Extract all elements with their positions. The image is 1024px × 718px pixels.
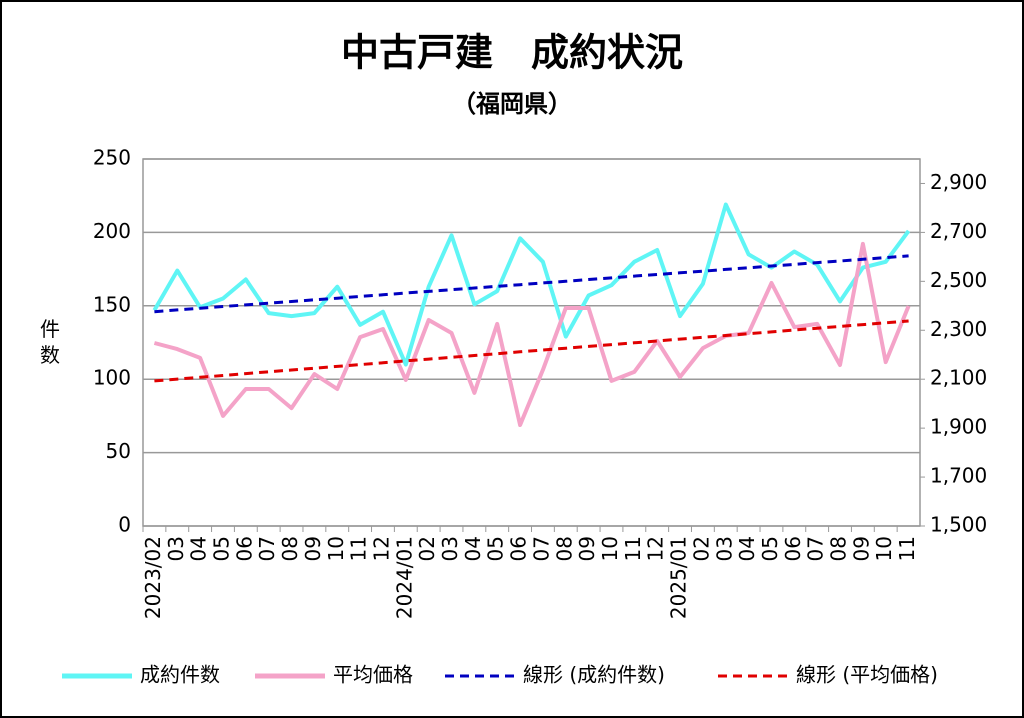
y2-tick-label: 2,900	[930, 170, 987, 194]
x-tick-label: 09	[575, 536, 599, 561]
x-tick: 11	[895, 536, 919, 561]
x-tick: 10	[324, 536, 348, 561]
y2-tick-label: 2,300	[930, 317, 987, 341]
x-tick-label: 08	[552, 536, 576, 561]
legend-label: 平均価格	[333, 663, 413, 687]
x-tick: 04	[461, 536, 485, 561]
x-tick-label: 04	[735, 536, 759, 561]
x-tick: 07	[255, 536, 279, 561]
y-tick-label: 50	[106, 439, 131, 463]
x-tick: 06	[507, 536, 531, 561]
x-tick: 03	[438, 536, 462, 561]
x-tick: 08	[278, 536, 302, 561]
chart-title: 中古戸建 成約状況	[341, 31, 683, 75]
x-tick-label: 04	[187, 536, 211, 561]
x-tick-label: 10	[872, 536, 896, 561]
x-tick-label: 2025/01	[667, 536, 691, 619]
x-tick: 09	[575, 536, 599, 561]
x-tick-label: 03	[712, 536, 736, 561]
x-tick-label: 06	[507, 536, 531, 561]
x-tick-label: 11	[895, 536, 919, 561]
x-tick-label: 05	[484, 536, 508, 561]
x-tick-label: 11	[621, 536, 645, 561]
x-tick-label: 06	[232, 536, 256, 561]
x-tick: 2025/01	[667, 536, 691, 619]
x-tick-label: 02	[415, 536, 439, 561]
x-tick-label: 06	[781, 536, 805, 561]
x-tick-label: 11	[347, 536, 371, 561]
x-tick-label: 07	[529, 536, 553, 561]
x-tick-label: 03	[164, 536, 188, 561]
y-tick-label: 100	[93, 366, 131, 390]
x-tick-label: 08	[827, 536, 851, 561]
y-axis-label-char: 件	[40, 317, 60, 341]
x-tick: 08	[552, 536, 576, 561]
y2-tick-label: 1,700	[930, 464, 987, 488]
x-tick: 05	[484, 536, 508, 561]
x-tick: 05	[758, 536, 782, 561]
y2-tick-label: 1,900	[930, 415, 987, 439]
x-tick-label: 04	[461, 536, 485, 561]
y2-tick-label: 2,500	[930, 268, 987, 292]
chart-subtitle: （福岡県）	[452, 90, 572, 118]
x-tick-label: 03	[438, 536, 462, 561]
x-tick: 2024/01	[392, 536, 416, 619]
y-axis-label: 件数	[40, 317, 60, 367]
x-tick-label: 2024/01	[392, 536, 416, 619]
x-tick-label: 05	[758, 536, 782, 561]
y-tick-label: 250	[93, 146, 131, 170]
x-tick: 04	[187, 536, 211, 561]
legend-label: 線形 (成約件数)	[523, 663, 665, 687]
x-tick: 02	[689, 536, 713, 561]
x-tick-label: 09	[301, 536, 325, 561]
x-tick: 02	[415, 536, 439, 561]
x-tick-label: 07	[255, 536, 279, 561]
x-tick: 12	[369, 536, 393, 561]
x-tick: 11	[621, 536, 645, 561]
y2-tick-label: 1,500	[930, 513, 987, 537]
x-tick-label: 05	[209, 536, 233, 561]
y2-tick-label: 2,700	[930, 219, 987, 243]
x-tick: 03	[712, 536, 736, 561]
x-tick: 09	[301, 536, 325, 561]
x-tick: 2023/02	[141, 536, 165, 619]
x-tick-label: 12	[644, 536, 668, 561]
series-line	[154, 319, 909, 383]
x-tick: 06	[232, 536, 256, 561]
series-line	[152, 202, 911, 367]
y-tick-label: 0	[118, 513, 131, 537]
legend-label: 成約件数	[140, 663, 220, 687]
x-tick: 10	[598, 536, 622, 561]
x-tick: 06	[781, 536, 805, 561]
x-tick: 09	[849, 536, 873, 561]
x-tick: 08	[827, 536, 851, 561]
x-tick-label: 12	[369, 536, 393, 561]
x-tick-label: 09	[849, 536, 873, 561]
x-tick: 05	[209, 536, 233, 561]
series-line	[154, 254, 909, 314]
x-tick: 10	[872, 536, 896, 561]
x-tick-label: 10	[324, 536, 348, 561]
x-tick: 11	[347, 536, 371, 561]
x-tick-label: 02	[689, 536, 713, 561]
x-tick: 07	[804, 536, 828, 561]
x-tick-label: 2023/02	[141, 536, 165, 619]
y-tick-label: 200	[93, 219, 131, 243]
x-tick: 07	[529, 536, 553, 561]
x-tick-label: 08	[278, 536, 302, 561]
y2-tick-label: 2,100	[930, 366, 987, 390]
y-tick-label: 150	[93, 292, 131, 316]
x-tick: 04	[735, 536, 759, 561]
x-tick: 03	[164, 536, 188, 561]
x-tick: 12	[644, 536, 668, 561]
series-line	[153, 241, 911, 427]
legend-label: 線形 (平均価格)	[796, 663, 938, 687]
y-axis-label-char: 数	[40, 343, 60, 367]
x-tick-label: 07	[804, 536, 828, 561]
x-tick-label: 10	[598, 536, 622, 561]
